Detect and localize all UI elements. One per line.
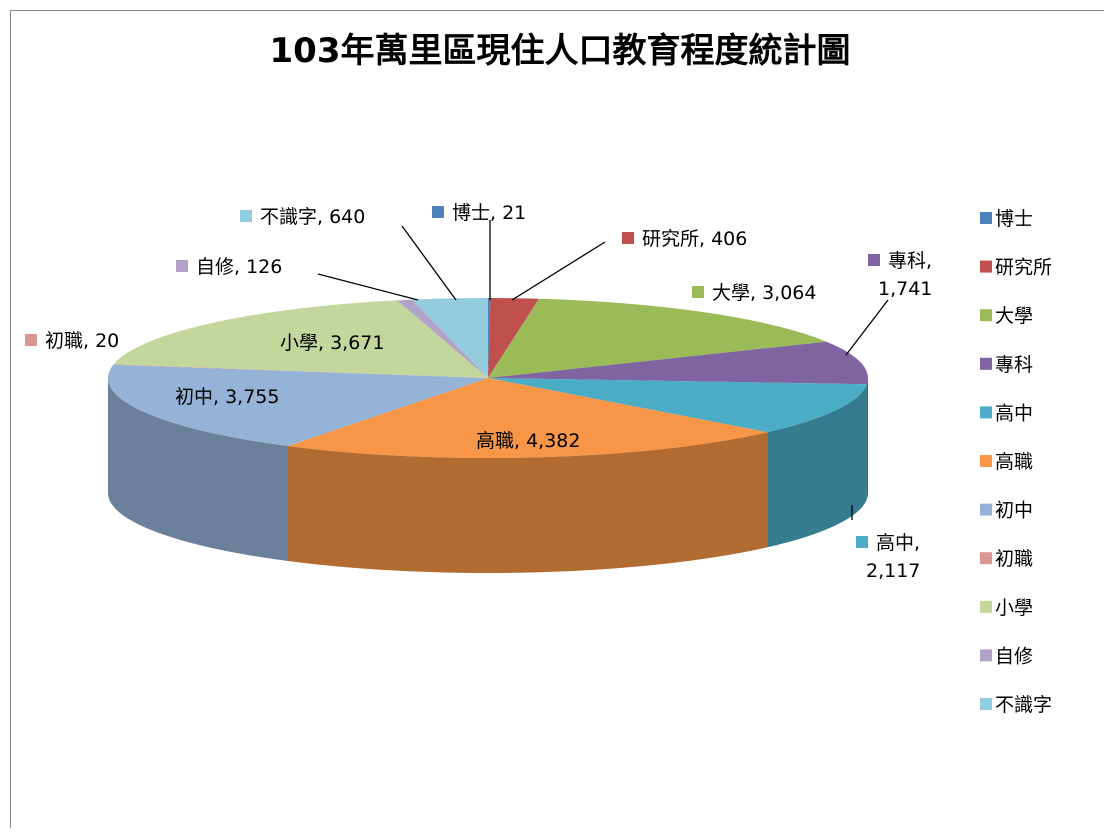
legend-label: 不識字 xyxy=(995,694,1052,716)
data-label: 初職, 20 xyxy=(45,330,119,352)
legend-label: 專科 xyxy=(995,354,1033,376)
legend-label: 初職 xyxy=(995,548,1033,570)
legend-swatch xyxy=(980,504,992,516)
label-marker xyxy=(25,334,37,346)
data-label: 研究所, 406 xyxy=(642,228,747,250)
data-label: 大學, 3,064 xyxy=(712,282,816,304)
data-label-line: 高中, xyxy=(876,532,920,554)
legend-label: 高中 xyxy=(995,402,1033,424)
legend-swatch xyxy=(980,406,992,418)
data-label: 高職, 4,382 xyxy=(476,430,580,452)
label-marker xyxy=(456,434,468,446)
data-label-line: 1,741 xyxy=(878,278,932,300)
label-marker xyxy=(856,536,868,548)
legend-label: 研究所 xyxy=(995,257,1052,279)
chart-title: 103年萬里區現住人口教育程度統計圖 xyxy=(270,31,851,71)
legend-swatch xyxy=(980,698,992,710)
label-marker xyxy=(432,206,444,218)
legend-swatch xyxy=(980,358,992,370)
data-label-line: 專科, xyxy=(888,250,932,272)
data-label: 初中, 3,755 xyxy=(175,386,279,408)
label-marker xyxy=(868,254,880,266)
legend-label: 大學 xyxy=(995,305,1033,327)
legend-swatch xyxy=(980,309,992,321)
label-marker xyxy=(176,260,188,272)
legend-label: 高職 xyxy=(995,451,1033,473)
label-marker xyxy=(155,390,167,402)
data-label: 小學, 3,671 xyxy=(280,332,384,354)
data-label: 不識字, 640 xyxy=(260,206,365,228)
slice-side-shade xyxy=(867,378,868,499)
label-marker xyxy=(622,232,634,244)
legend-swatch xyxy=(980,601,992,613)
data-label: 博士, 21 xyxy=(452,202,526,224)
legend-swatch xyxy=(980,649,992,661)
label-marker xyxy=(260,336,272,348)
legend-swatch xyxy=(980,212,992,224)
legend-label: 小學 xyxy=(995,597,1033,619)
legend-label: 博士 xyxy=(995,208,1033,230)
data-label-line: 2,117 xyxy=(866,560,920,582)
legend-swatch xyxy=(980,552,992,564)
label-marker xyxy=(692,286,704,298)
data-label: 自修, 126 xyxy=(196,256,282,278)
legend-label: 初中 xyxy=(995,500,1033,522)
legend-swatch xyxy=(980,455,992,467)
label-marker xyxy=(240,210,252,222)
legend-label: 自修 xyxy=(995,645,1033,667)
legend-swatch xyxy=(980,261,992,273)
